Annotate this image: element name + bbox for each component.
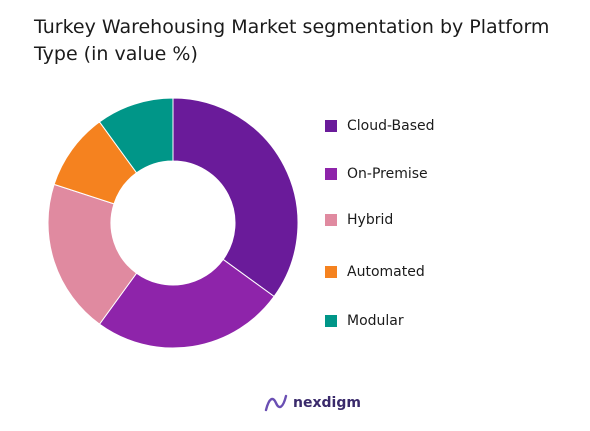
legend-item-automated: Automated: [325, 262, 425, 282]
legend-item-hybrid: Hybrid: [325, 210, 393, 230]
brand-logo: nexdigm: [263, 392, 361, 414]
brand-name: nexdigm: [293, 395, 361, 411]
chart-legend: Cloud-Based On-Premise Hybrid Automated …: [325, 0, 565, 431]
donut-slice-modular: [98, 97, 174, 174]
legend-label-modular: Modular: [347, 313, 404, 329]
donut-slices: [47, 97, 299, 349]
chart-title: Turkey Warehousing Market segmentation b…: [34, 16, 550, 65]
donut-slice-on-premise: [98, 258, 275, 349]
legend-label-cloud-based: Cloud-Based: [347, 118, 435, 134]
legend-item-on-premise: On-Premise: [325, 164, 428, 184]
donut-slice-cloud-based: [172, 97, 299, 298]
legend-swatch-on-premise: [325, 168, 337, 180]
legend-swatch-automated: [325, 266, 337, 278]
legend-swatch-modular: [325, 315, 337, 327]
legend-swatch-cloud-based: [325, 120, 337, 132]
legend-item-modular: Modular: [325, 311, 404, 331]
donut-slice-hybrid: [47, 183, 138, 325]
legend-item-cloud-based: Cloud-Based: [325, 116, 435, 136]
nexdigm-logo-icon: [264, 394, 288, 412]
legend-label-on-premise: On-Premise: [347, 166, 428, 182]
legend-swatch-hybrid: [325, 214, 337, 226]
legend-label-automated: Automated: [347, 264, 425, 280]
legend-label-hybrid: Hybrid: [347, 212, 394, 228]
